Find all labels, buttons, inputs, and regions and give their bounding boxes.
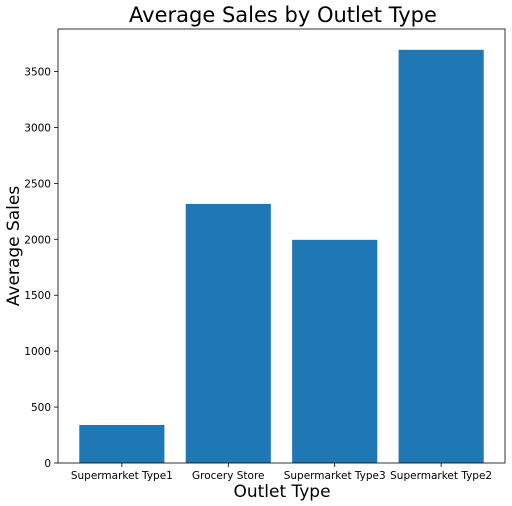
y-tick-label-5: 2500 <box>24 178 51 190</box>
bar-2 <box>292 239 378 463</box>
x-axis-label: Outlet Type <box>233 482 330 502</box>
plot-frame <box>57 28 506 464</box>
y-tick-label-7: 3500 <box>24 67 51 79</box>
x-tick-label-0: Supermarket Type1 <box>71 470 173 482</box>
y-tick-label-6: 3000 <box>24 122 51 134</box>
bars-group <box>79 49 484 464</box>
y-tick-label-3: 1500 <box>24 290 51 302</box>
x-axis-ticks: Supermarket Type1 Grocery Store Supermarke… <box>71 463 492 482</box>
y-tick-label-1: 500 <box>31 402 51 414</box>
bar-1 <box>185 203 271 463</box>
y-tick-label-4: 2000 <box>24 234 51 246</box>
chart-title: Average Sales by Outlet Type <box>129 3 437 27</box>
y-tick-label-2: 1000 <box>24 346 51 358</box>
x-tick-label-1: Grocery Store <box>192 470 265 482</box>
bar-3 <box>398 49 484 464</box>
y-tick-label-0: 0 <box>44 458 51 470</box>
y-axis-ticks: 0 500 1000 1500 2000 2500 3000 3500 <box>24 67 58 470</box>
y-axis-label: Average Sales <box>4 186 24 307</box>
x-tick-label-3: Supermarket Type2 <box>390 470 492 482</box>
x-tick-label-2: Supermarket Type3 <box>284 470 386 482</box>
bar-0 <box>79 424 165 463</box>
